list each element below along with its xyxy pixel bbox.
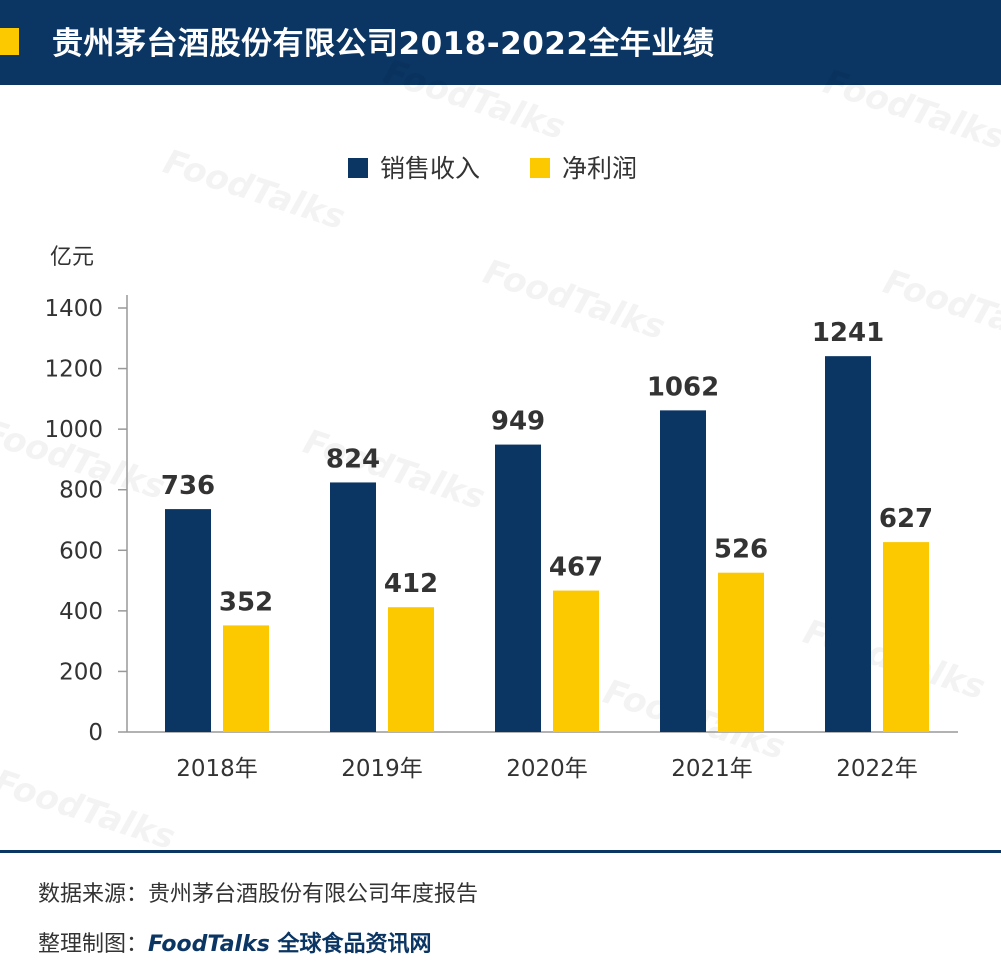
data-label: 736	[161, 471, 215, 501]
page-title: 贵州茅台酒股份有限公司2018-2022全年业绩	[52, 26, 715, 62]
data-label: 949	[491, 407, 545, 437]
data-label: 467	[549, 553, 603, 583]
credit-line: 整理制图：FoodTalks 全球食品资讯网	[38, 926, 432, 958]
brand: FoodTalks 全球食品资讯网	[148, 932, 432, 957]
y-tick-label: 200	[59, 659, 103, 685]
data-label: 1241	[812, 318, 884, 348]
x-tick-label: 2020年	[506, 756, 588, 782]
y-tick-label: 600	[59, 538, 103, 564]
data-label: 1062	[647, 372, 719, 402]
x-tick-label: 2018年	[176, 756, 258, 782]
bar	[883, 542, 929, 732]
bar	[495, 444, 541, 732]
bar	[330, 482, 376, 732]
data-label: 526	[714, 535, 768, 565]
header: 贵州茅台酒股份有限公司2018-2022全年业绩	[0, 0, 1001, 85]
y-tick-label: 1200	[44, 357, 103, 383]
bar	[825, 356, 871, 732]
y-tick-label: 800	[59, 478, 103, 504]
y-tick-label: 0	[88, 720, 103, 746]
bar	[553, 590, 599, 732]
y-axis-label: 亿元	[50, 245, 94, 270]
legend-label: 销售收入	[380, 154, 480, 183]
data-label: 824	[326, 444, 380, 474]
bar	[165, 509, 211, 732]
footer-divider	[0, 850, 1001, 853]
credit-label: 整理制图：	[38, 932, 149, 957]
source-text: 贵州茅台酒股份有限公司年度报告	[148, 882, 479, 907]
bar	[718, 572, 764, 732]
y-tick-label: 1400	[44, 296, 103, 322]
legend-swatch	[530, 158, 550, 178]
bar	[223, 625, 269, 732]
brand-name: 全球食品资讯网	[277, 932, 432, 957]
data-label: 627	[879, 504, 933, 534]
data-label: 412	[384, 569, 438, 599]
x-tick-label: 2019年	[341, 756, 423, 782]
y-tick-label: 1000	[44, 417, 103, 443]
x-tick-label: 2022年	[836, 756, 918, 782]
y-tick-label: 400	[59, 599, 103, 625]
legend-swatch	[348, 158, 368, 178]
x-tick-label: 2021年	[671, 756, 753, 782]
brand-logo: FoodTalks	[148, 932, 270, 957]
data-label: 352	[219, 587, 273, 617]
legend-label: 净利润	[562, 154, 637, 183]
accent-square	[0, 28, 19, 55]
bar	[660, 410, 706, 732]
source-label: 数据来源：	[38, 882, 149, 907]
source-line: 数据来源：贵州茅台酒股份有限公司年度报告	[38, 876, 478, 908]
bar	[388, 607, 434, 732]
